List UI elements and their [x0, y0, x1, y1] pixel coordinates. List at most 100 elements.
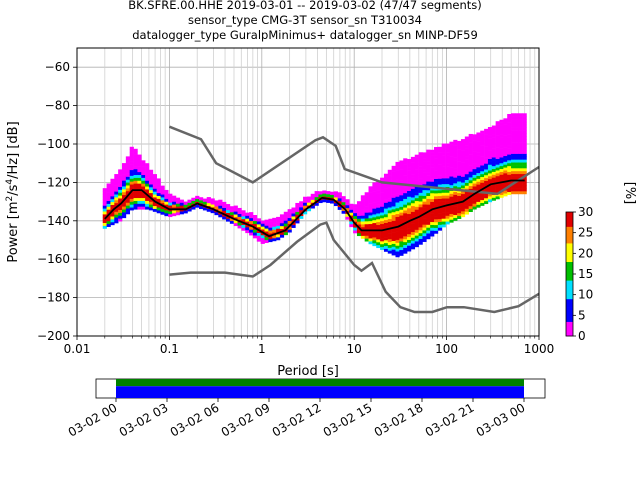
- density-cell: [121, 189, 127, 193]
- density-cell: [403, 158, 408, 162]
- density-cell: [514, 119, 520, 123]
- density-cell: [430, 221, 435, 225]
- density-cell: [426, 178, 431, 182]
- density-cell: [445, 212, 450, 216]
- density-cell: [418, 232, 423, 237]
- density-cell: [110, 198, 115, 203]
- density-cell: [133, 192, 138, 196]
- density-cell: [110, 213, 115, 217]
- density-cell: [202, 207, 208, 211]
- density-cell: [487, 178, 493, 183]
- density-cell: [422, 169, 427, 173]
- density-cell: [137, 192, 142, 196]
- density-cell: [129, 164, 134, 168]
- density-cell: [464, 208, 469, 212]
- density-cell: [399, 232, 404, 236]
- density-cell: [337, 206, 342, 210]
- density-cell: [476, 158, 481, 162]
- density-cell: [507, 160, 512, 164]
- density-cell: [148, 207, 154, 211]
- density-cell: [487, 193, 493, 197]
- density-cell: [507, 139, 512, 144]
- density-cell: [410, 202, 416, 207]
- density-cell: [468, 165, 473, 169]
- density-cell: [383, 211, 389, 215]
- density-cell: [264, 236, 269, 241]
- density-cell: [376, 230, 381, 234]
- density-cell: [407, 164, 412, 168]
- density-cell: [464, 176, 469, 181]
- density-cell: [407, 187, 412, 192]
- density-cell: [380, 232, 385, 236]
- density-cell: [503, 147, 508, 151]
- density-cell: [457, 210, 462, 214]
- density-cell: [330, 200, 335, 204]
- density-cell: [183, 204, 188, 208]
- density-cell: [387, 244, 392, 248]
- density-cell: [276, 237, 281, 241]
- density-cell: [514, 127, 520, 131]
- density-cell: [484, 151, 489, 156]
- density-cell: [457, 175, 462, 179]
- density-cell: [445, 152, 450, 156]
- density-cell: [410, 208, 416, 212]
- density-cell: [449, 219, 454, 223]
- coverage-tick-label: 03-02 15: [321, 400, 375, 439]
- density-cell: [395, 161, 400, 166]
- density-cell: [460, 141, 466, 146]
- colorbar-tick-label: 10: [578, 288, 593, 302]
- density-cell: [125, 165, 131, 169]
- density-cell: [256, 226, 261, 231]
- density-cell: [160, 188, 165, 192]
- density-cell: [441, 169, 446, 173]
- density-cell: [514, 150, 520, 154]
- density-cell: [403, 244, 408, 248]
- density-cell: [291, 216, 296, 220]
- density-cell: [179, 199, 184, 203]
- density-cell: [453, 165, 458, 169]
- density-cell: [114, 182, 119, 186]
- density-cell: [437, 158, 443, 162]
- density-cell: [137, 180, 142, 184]
- density-cell: [114, 217, 119, 221]
- density-cell: [241, 213, 246, 217]
- density-cell: [472, 168, 477, 173]
- density-cell: [437, 204, 443, 208]
- density-cell: [364, 235, 369, 239]
- density-cell: [345, 213, 350, 217]
- density-cell: [268, 224, 273, 228]
- density-cell: [353, 227, 358, 231]
- density-cell: [206, 199, 211, 204]
- density-cell: [152, 194, 157, 198]
- density-cell: [441, 180, 446, 185]
- density-cell: [453, 151, 458, 155]
- density-cell: [403, 207, 408, 211]
- density-cell: [175, 212, 181, 216]
- colorbar-segment: [566, 214, 573, 217]
- density-cell: [156, 184, 161, 188]
- density-cell: [418, 218, 423, 222]
- density-cell: [387, 221, 392, 225]
- density-cell: [418, 227, 423, 231]
- density-cell: [495, 138, 500, 142]
- density-cell: [272, 223, 277, 227]
- density-cell: [368, 186, 373, 190]
- density-cell: [418, 241, 423, 245]
- density-cell: [453, 194, 458, 198]
- density-cell: [495, 132, 500, 136]
- density-cell: [137, 177, 142, 181]
- density-cell: [518, 121, 523, 126]
- density-cell: [121, 206, 127, 210]
- density-cell: [114, 174, 119, 178]
- density-cell: [430, 190, 435, 194]
- density-cell: [175, 209, 181, 213]
- colorbar-segment: [566, 315, 573, 318]
- density-cell: [380, 186, 385, 190]
- density-cell: [507, 134, 512, 138]
- density-cell: [507, 122, 512, 126]
- density-cell: [491, 148, 496, 152]
- density-cell: [407, 216, 412, 220]
- density-cell: [372, 196, 377, 201]
- density-cell: [391, 214, 396, 218]
